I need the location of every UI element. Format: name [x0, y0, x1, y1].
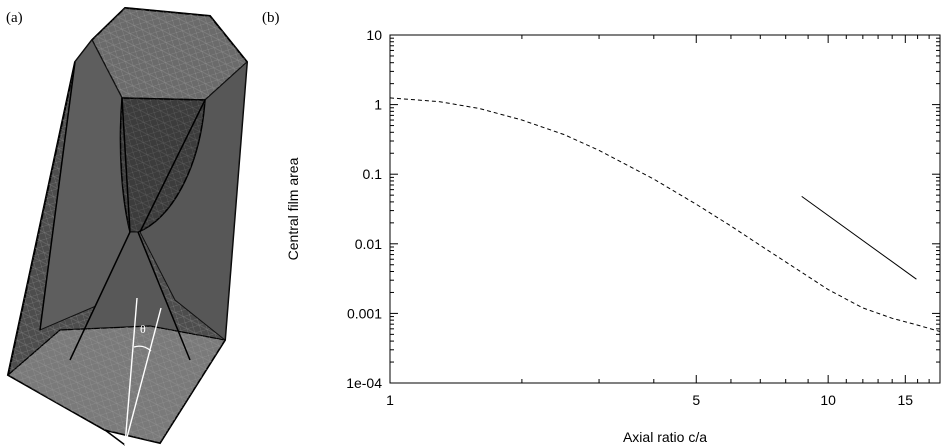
y-tick-label: 0.01 — [355, 236, 382, 252]
x-axis: 1 5 10 15 — [386, 35, 941, 408]
y-tick-label: 0.001 — [347, 305, 382, 321]
theta-angle-label: θ — [140, 322, 146, 336]
panel-a-label: (a) — [6, 10, 23, 26]
x-tick-label: 10 — [820, 392, 836, 408]
x-tick-label: 15 — [898, 392, 914, 408]
foam-cell-rendering: θ — [6, 6, 249, 446]
y-axis-title: Central film area — [285, 157, 301, 260]
y-tick-label: 0.1 — [363, 166, 383, 182]
plot-frame — [389, 34, 941, 384]
y-tick-label: 10 — [366, 27, 382, 43]
panel-a: (a) — [6, 6, 249, 446]
series-layer — [389, 97, 941, 332]
panel-b-label: (b) — [262, 10, 280, 26]
x-tick-label: 5 — [692, 392, 700, 408]
y-tick-label: 1 — [374, 97, 382, 113]
x-axis-title: Axial ratio c/a — [623, 429, 707, 445]
y-axis: 10 1 0.1 0.01 0.001 1e-04 — [346, 27, 940, 391]
series-line-dashed — [389, 97, 941, 332]
series-line-solid — [801, 195, 917, 280]
x-tick-label: 1 — [386, 392, 394, 408]
y-tick-label: 1e-04 — [346, 375, 382, 391]
